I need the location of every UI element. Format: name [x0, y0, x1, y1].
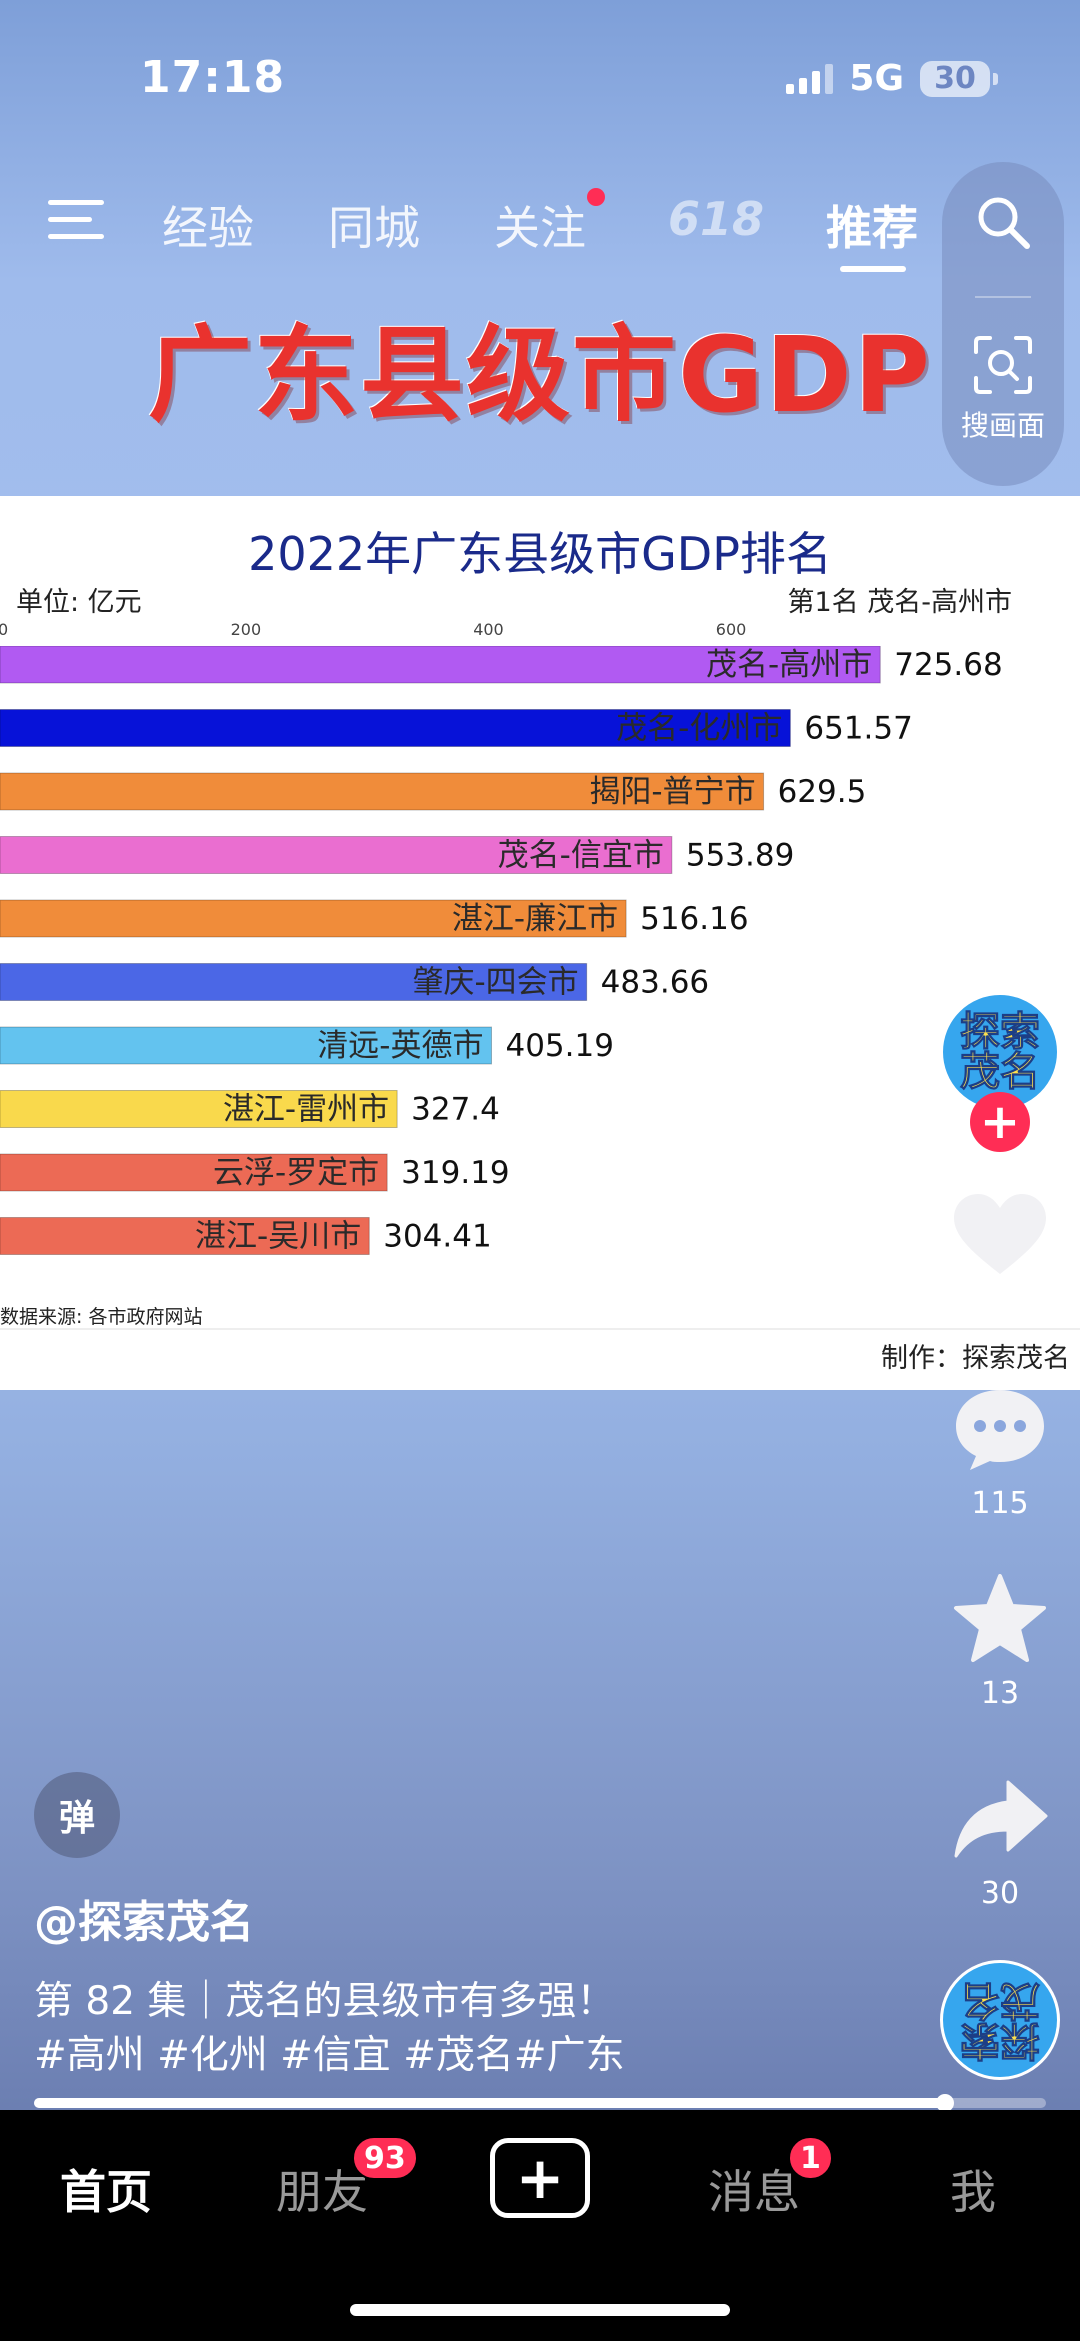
battery-level: 30: [934, 61, 976, 96]
bar-category-label: 清远-英德市: [317, 1028, 483, 1064]
credit-label: 制作：探索茂名: [881, 1343, 1070, 1374]
bar-category-label: 湛江-廉江市: [452, 901, 618, 937]
bar-category-label: 湛江-雷州市: [223, 1092, 389, 1128]
status-time: 17:18: [140, 52, 286, 103]
tab-messages[interactable]: 消息: [708, 2165, 800, 2219]
friends-badge: 93: [352, 2136, 418, 2180]
x-tick-label: 400: [473, 620, 504, 639]
bar: [0, 646, 881, 684]
tab-618[interactable]: 618: [668, 192, 765, 246]
bar-category-label: 茂名-高州市: [706, 647, 872, 683]
follow-button[interactable]: +: [970, 1092, 1030, 1152]
chart-panel: 2022年广东县级市GDP排名 单位: 亿元 第1名 茂名-高州市 0 200 …: [0, 496, 1080, 1390]
bar: [0, 1026, 492, 1065]
bar: [0, 709, 791, 747]
avatar-text: 探索: [960, 1009, 1041, 1055]
comment-icon[interactable]: [950, 1384, 1050, 1474]
bar-value-label: 516.16: [640, 901, 748, 937]
gdp-bar-chart: 茂名-高州市 725.68 茂名-化州市 651.57 揭阳-普宁市 629.5 茂名-信宜…: [0, 646, 1003, 1255]
search-icon[interactable]: [973, 192, 1033, 252]
network-label: 5G: [849, 58, 904, 99]
author-name[interactable]: @探索茂名: [34, 1897, 254, 1948]
bar: [0, 772, 765, 811]
bar-category-label: 揭阳-普宁市: [589, 774, 755, 810]
bar-value-label: 319.19: [401, 1155, 509, 1191]
bar-category-label: 茂名-信宜市: [498, 838, 664, 874]
like-count: 112: [971, 1296, 1029, 1331]
bar-value-label: 651.57: [804, 711, 912, 747]
following-notification-dot: [587, 188, 605, 206]
bar-value-label: 553.89: [686, 838, 794, 874]
video-hashtags[interactable]: #高州 #化州 #信宜 #茂名#广东: [34, 2033, 625, 2078]
x-tick-label: 200: [230, 620, 262, 639]
tab-local[interactable]: 同城: [328, 201, 420, 255]
tab-home[interactable]: 首页: [60, 2165, 152, 2219]
data-source-label: 数据来源: 各市政府网站: [0, 1306, 203, 1328]
battery-icon: 30: [920, 60, 998, 97]
bar-category-label: 茂名-化州市: [616, 711, 782, 747]
create-post-button[interactable]: +: [490, 2138, 590, 2218]
music-disc-avatar[interactable]: 探索 茂名: [940, 1960, 1060, 2080]
status-indicators: 5G 30: [786, 58, 998, 99]
avatar-text: 茂名: [960, 1977, 1041, 2024]
tab-me[interactable]: 我: [950, 2165, 996, 2219]
video-progress-handle[interactable]: [935, 2094, 954, 2112]
x-tick-label: 600: [715, 620, 747, 639]
tab-experience[interactable]: 经验: [162, 201, 254, 255]
bar: [0, 1090, 398, 1128]
tab-recommended[interactable]: 推荐: [826, 201, 918, 255]
chart-leader-label: 第1名 茂名-高州市: [787, 587, 1012, 618]
bar-value-label: 483.66: [601, 965, 709, 1001]
bar: [0, 963, 588, 1001]
comment-count: 115: [971, 1486, 1029, 1521]
bar-value-label: 304.41: [383, 1219, 491, 1255]
x-tick-label: 0: [0, 620, 9, 639]
bar-value-label: 725.68: [894, 647, 1002, 683]
search-panel: [942, 162, 1064, 486]
panel-divider: [0, 1328, 1080, 1330]
video-headline: 广东县级市GDP: [148, 314, 932, 436]
tab-following[interactable]: 关注: [494, 201, 586, 255]
bar-value-label: 405.19: [505, 1028, 613, 1064]
chart-title: 2022年广东县级市GDP排名: [248, 527, 832, 581]
video-progress-fill: [34, 2098, 945, 2108]
signal-icon: [786, 63, 834, 94]
favorite-star-icon[interactable]: [950, 1574, 1050, 1664]
search-panel-divider: [975, 296, 1031, 298]
active-tab-underline: [840, 266, 906, 272]
avatar-text: 探索: [960, 2017, 1041, 2064]
image-search-label[interactable]: 搜画面: [960, 409, 1045, 442]
bar-category-label: 湛江-吴川市: [195, 1219, 361, 1255]
share-count: 30: [980, 1876, 1020, 1911]
video-caption: 第 82 集｜茂名的县级市有多强！: [34, 1979, 616, 2024]
bar: [0, 1153, 388, 1192]
bottom-tab-bar: [0, 2110, 1080, 2341]
bar: [0, 1217, 370, 1255]
image-search-icon[interactable]: [972, 334, 1034, 396]
danmaku-label: 弹: [58, 1798, 95, 1839]
tab-friends[interactable]: 朋友: [276, 2165, 368, 2219]
bar-category-label: 云浮-罗定市: [213, 1155, 379, 1191]
chart-unit-label: 单位: 亿元: [16, 587, 142, 618]
menu-icon[interactable]: [48, 200, 104, 240]
danmaku-toggle-button[interactable]: 弹: [34, 1772, 120, 1858]
avatar-text: 茂名: [960, 1049, 1041, 1095]
bar: [0, 899, 627, 938]
bar-value-label: 327.4: [411, 1092, 500, 1128]
like-icon[interactable]: [950, 1190, 1050, 1280]
home-indicator: [350, 2304, 730, 2316]
bar-category-label: 肇庆-四会市: [412, 965, 578, 1001]
bar-value-label: 629.5: [778, 774, 867, 810]
share-arrow-icon[interactable]: [950, 1774, 1050, 1864]
bar: [0, 836, 673, 874]
favorite-count: 13: [980, 1676, 1020, 1711]
messages-badge: 1: [788, 2136, 833, 2180]
